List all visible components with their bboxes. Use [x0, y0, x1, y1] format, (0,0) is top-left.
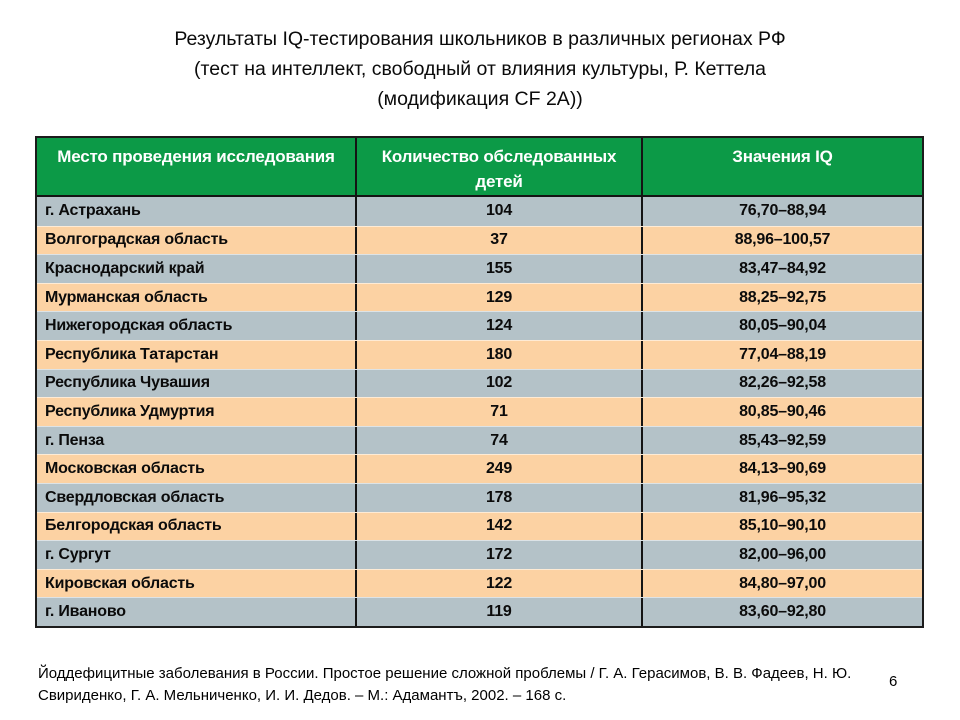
cell-count: 172 [355, 541, 641, 569]
table-row: Московская область 249 84,13–90,69 [37, 454, 922, 483]
cell-region: Республика Чувашия [45, 374, 210, 392]
table-row: Волгоградская область 37 88,96–100,57 [37, 225, 922, 255]
cell-region: Волгоградская область [45, 231, 228, 249]
cell-iq: 80,05–90,04 [641, 312, 922, 340]
citation-line-2: Свириденко, Г. А. Мельниченко, И. И. Дед… [38, 686, 567, 704]
cell-region: Краснодарский край [45, 259, 205, 277]
table-row: Свердловская область 178 81,96–95,32 [37, 482, 922, 512]
cell-count: 178 [355, 483, 641, 512]
cell-iq: 88,25–92,75 [641, 283, 922, 312]
cell-region: Белгородская область [45, 517, 222, 535]
table-body: г. Астрахань 104 76,70–88,94 Волгоградск… [37, 197, 922, 626]
cell-region: г. Иваново [45, 603, 126, 621]
cell-iq: 76,70–88,94 [641, 197, 922, 226]
table-row: г. Сургут 172 82,00–96,00 [37, 540, 922, 569]
table-header-row: Место проведения исследования Количество… [37, 138, 922, 197]
table-row: г. Иваново 119 83,60–92,80 [37, 597, 922, 626]
citation-line-1: Йоддефицитные заболевания в России. Прос… [38, 665, 852, 682]
slide-title: Результаты IQ-тестирования школьников в … [0, 24, 960, 114]
cell-iq: 82,00–96,00 [641, 541, 922, 569]
cell-region: Республика Татарстан [45, 345, 219, 363]
cell-region: г. Сургут [45, 545, 111, 563]
table-row: Мурманская область 129 88,25–92,75 [37, 282, 922, 312]
table-row: Республика Удмуртия 71 80,85–90,46 [37, 397, 922, 426]
header-cell-count: Количество обследованных детей [355, 138, 641, 195]
cell-region: Нижегородская область [45, 317, 233, 335]
slide-title-line-2: (тест на интеллект, свободный от влияния… [194, 58, 766, 80]
cell-iq: 83,47–84,92 [641, 255, 922, 283]
cell-iq: 80,85–90,46 [641, 398, 922, 426]
cell-count: 104 [355, 197, 641, 226]
table-row: Республика Чувашия 102 82,26–92,58 [37, 368, 922, 398]
cell-count: 124 [355, 312, 641, 340]
cell-iq: 77,04–88,19 [641, 340, 922, 369]
table-row: Кировская область 122 84,80–97,00 [37, 568, 922, 598]
cell-count: 119 [355, 598, 641, 626]
slide-title-line-3: (модификация CF 2А)) [377, 88, 583, 110]
table-row: г. Астрахань 104 76,70–88,94 [37, 197, 922, 226]
cell-region: г. Астрахань [45, 202, 141, 220]
cell-count: 74 [355, 426, 641, 455]
cell-iq: 83,60–92,80 [641, 598, 922, 626]
table-row: Республика Татарстан 180 77,04–88,19 [37, 339, 922, 369]
table-row: Белгородская область 142 85,10–90,10 [37, 511, 922, 541]
cell-count: 180 [355, 340, 641, 369]
cell-count: 71 [355, 398, 641, 426]
cell-count: 102 [355, 369, 641, 398]
cell-region: Мурманская область [45, 288, 208, 306]
cell-iq: 84,13–90,69 [641, 455, 922, 483]
table-row: Нижегородская область 124 80,05–90,04 [37, 311, 922, 340]
cell-count: 122 [355, 569, 641, 598]
cell-count: 249 [355, 455, 641, 483]
cell-count: 155 [355, 255, 641, 283]
slide-title-line-1: Результаты IQ-тестирования школьников в … [174, 28, 786, 50]
cell-count: 142 [355, 512, 641, 541]
page-number: 6 [889, 673, 898, 690]
iq-results-table: Место проведения исследования Количество… [35, 136, 924, 628]
table-row: г. Пенза 74 85,43–92,59 [37, 425, 922, 455]
cell-count: 37 [355, 226, 641, 255]
cell-iq: 85,10–90,10 [641, 512, 922, 541]
cell-region: Кировская область [45, 574, 195, 592]
cell-region: Республика Удмуртия [45, 402, 215, 420]
cell-iq: 85,43–92,59 [641, 426, 922, 455]
cell-iq: 81,96–95,32 [641, 483, 922, 512]
table-row: Краснодарский край 155 83,47–84,92 [37, 254, 922, 283]
header-cell-iq: Значения IQ [641, 138, 922, 195]
cell-region: г. Пенза [45, 431, 105, 449]
cell-iq: 88,96–100,57 [641, 226, 922, 255]
cell-region: Свердловская область [45, 488, 225, 506]
cell-region: Московская область [45, 460, 205, 478]
cell-count: 129 [355, 283, 641, 312]
cell-iq: 84,80–97,00 [641, 569, 922, 598]
cell-iq: 82,26–92,58 [641, 369, 922, 398]
citation: Йоддефицитные заболевания в России. Прос… [38, 663, 928, 706]
header-cell-region: Место проведения исследования [57, 147, 335, 166]
